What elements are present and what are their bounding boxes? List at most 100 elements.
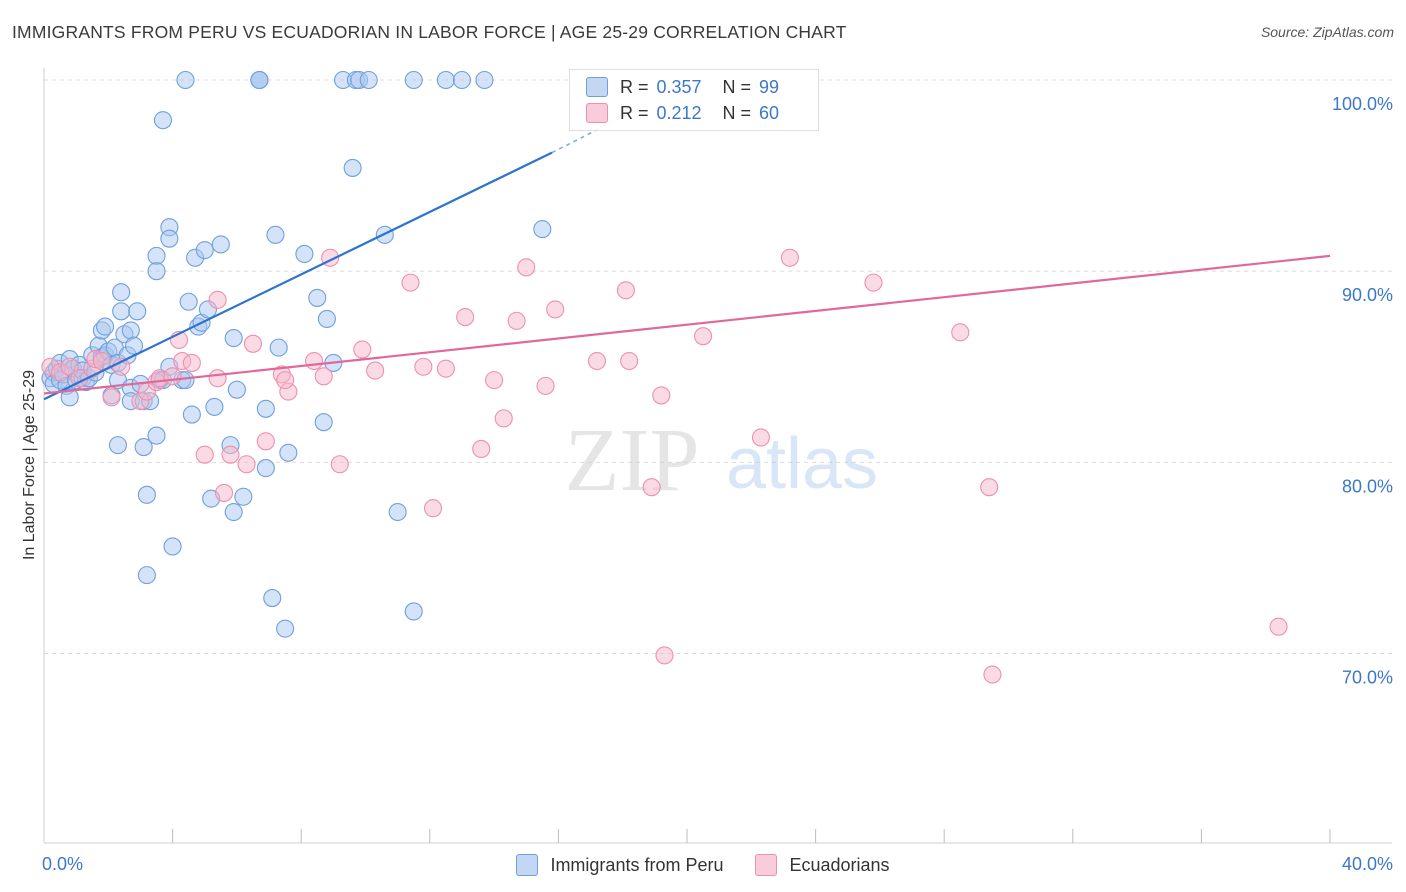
- peru-point: [224, 329, 243, 348]
- watermark-zip: ZIP: [565, 411, 700, 510]
- correlation-legend: R = 0.357 N = 99 R = 0.212 N = 60: [569, 69, 819, 131]
- watermark-atlas: atlas: [726, 424, 878, 504]
- peru-point: [147, 262, 166, 281]
- y-tick-label: 70.0%: [1342, 668, 1393, 688]
- peru-point: [182, 405, 201, 424]
- ecuadorian-point: [536, 376, 555, 395]
- legend-label-peru: Immigrants from Peru: [550, 854, 724, 875]
- peru-point: [163, 537, 182, 556]
- peru-point: [295, 244, 314, 264]
- peru-point: [533, 220, 552, 239]
- peru-point: [308, 288, 327, 307]
- peru-point: [179, 292, 198, 311]
- ecuadorian-point: [414, 357, 433, 376]
- ecuadorian-point: [163, 367, 182, 386]
- ecuadorian-point: [517, 258, 536, 277]
- peru-point: [147, 246, 166, 265]
- peru-point: [317, 309, 336, 329]
- peru-point: [388, 502, 407, 522]
- legend-r-value: 0.212: [656, 102, 702, 123]
- ecuadorian-point: [314, 367, 333, 386]
- peru-point: [269, 338, 288, 357]
- peru-point: [227, 380, 246, 399]
- ecuadorian-point: [620, 351, 639, 371]
- peru-point: [121, 321, 140, 340]
- peru-point: [153, 111, 173, 130]
- ecuadorian-point: [655, 646, 674, 665]
- ecuadorian-point: [616, 281, 635, 300]
- ecuadorian-point: [221, 445, 240, 464]
- ecuadorian-point: [642, 478, 661, 497]
- y-tick-label: 80.0%: [1342, 476, 1393, 496]
- watermark: ZIP atlas: [565, 411, 879, 510]
- ecuadorian-point: [780, 248, 799, 267]
- peru-point: [256, 399, 275, 418]
- ecuadorian-point: [305, 351, 324, 371]
- legend-label-ecuadorians: Ecuadorians: [789, 854, 890, 875]
- peru-point: [224, 502, 243, 522]
- peru-point: [211, 235, 230, 254]
- ecuadorian-point: [652, 386, 671, 405]
- peru-point: [234, 487, 253, 506]
- ecuadorian-point: [456, 307, 475, 327]
- peru-point: [134, 437, 153, 457]
- ecuadorian-point: [214, 483, 234, 502]
- peru-point: [263, 589, 282, 608]
- peru-point: [112, 283, 131, 302]
- ecuadorian-point: [195, 445, 214, 464]
- peru-point: [436, 70, 455, 90]
- peru-point: [256, 459, 275, 478]
- peru-point: [276, 619, 295, 638]
- ecuadorian-point: [243, 334, 263, 353]
- chart-title: IMMIGRANTS FROM PERU VS ECUADORIAN IN LA…: [12, 22, 847, 42]
- ecuadorian-point: [366, 361, 385, 380]
- legend-item-ecuadorians: Ecuadorians: [755, 854, 890, 876]
- legend-row-ecuadorians: R = 0.212 N = 60: [586, 101, 779, 125]
- legend-item-peru: Immigrants from Peru: [516, 854, 723, 876]
- grid-lines: [44, 79, 1392, 654]
- ecuadorian-point: [423, 499, 443, 518]
- ecuadorian-trend-line: [43, 254, 1331, 395]
- legend-swatch-peru: [516, 854, 539, 876]
- peru-point: [343, 158, 362, 177]
- ecuadorian-point: [546, 300, 565, 319]
- peru-point: [108, 436, 127, 455]
- legend-row-peru: R = 0.357 N = 99: [586, 75, 779, 99]
- y-axis-title: In Labor Force | Age 25-29: [21, 369, 38, 561]
- ecuadorian-point: [951, 323, 970, 342]
- legend-swatch-ecuadorians: [586, 103, 608, 123]
- ecuadorian-point: [983, 665, 1002, 684]
- peru-point: [137, 566, 156, 585]
- legend-n-label: N =: [722, 102, 752, 123]
- ecuadorian-point: [256, 432, 275, 451]
- ecuadorian-point: [507, 311, 526, 330]
- peru-point: [176, 70, 195, 90]
- peru-point: [250, 70, 269, 90]
- ecuadorian-point: [587, 351, 607, 371]
- legend-n-label: N =: [722, 76, 752, 97]
- peru-point: [124, 336, 144, 355]
- peru-point: [128, 302, 147, 321]
- ecuadorian-point: [472, 439, 491, 459]
- peru-point: [475, 70, 494, 90]
- axis-labels: 70.0% 80.0% 90.0% 100.0% 0.0% 40.0%: [42, 94, 1393, 874]
- peru-point: [205, 397, 224, 416]
- ecuadorian-point: [102, 388, 121, 407]
- trend-lines: [43, 107, 1331, 401]
- legend-n-value: 60: [759, 102, 780, 123]
- ecuadorian-point: [330, 455, 349, 474]
- peru-point: [359, 70, 378, 90]
- ecuadorian-point: [276, 371, 295, 390]
- peru-point: [147, 426, 166, 445]
- peru-point: [160, 229, 179, 248]
- legend-swatch-ecuadorians: [755, 854, 778, 876]
- ecuadorian-point: [485, 371, 504, 390]
- peru-point: [452, 70, 472, 90]
- peru-point: [96, 317, 115, 336]
- ecuadorian-point: [864, 273, 883, 292]
- peru-point: [60, 388, 79, 407]
- peru-trend-line: [43, 151, 553, 401]
- y-tick-label: 90.0%: [1342, 285, 1393, 305]
- peru-point: [137, 485, 156, 504]
